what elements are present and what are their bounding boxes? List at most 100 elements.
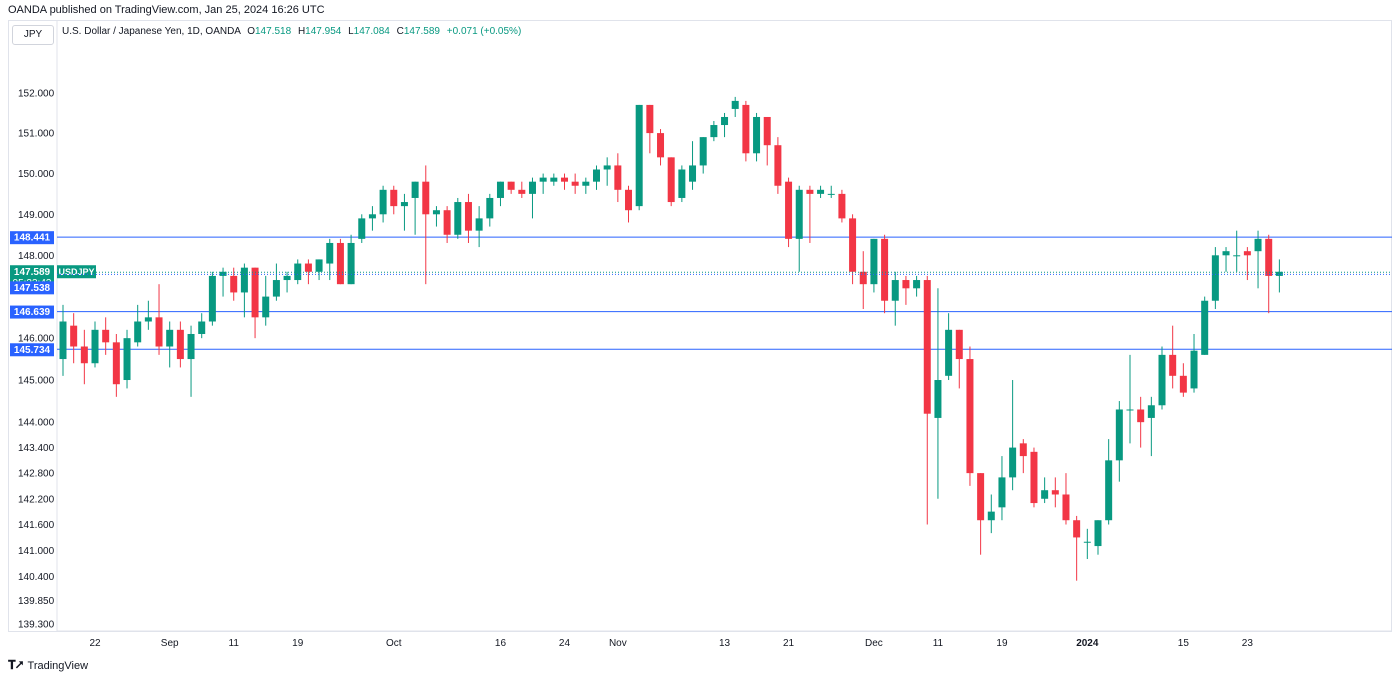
candle-body xyxy=(891,280,899,301)
symbol-title[interactable]: U.S. Dollar / Japanese Yen, 1D, OANDA xyxy=(62,26,241,37)
candle-body xyxy=(774,145,782,186)
candle-body xyxy=(1243,251,1251,256)
candle-body xyxy=(1030,451,1038,504)
candle-body xyxy=(187,333,195,360)
y-tick-label: 141.000 xyxy=(18,546,55,557)
candle-body xyxy=(1211,255,1219,301)
candle-body xyxy=(881,238,889,301)
open-price-label: 147.538 xyxy=(14,283,51,294)
candle-body xyxy=(582,181,590,186)
candle-body xyxy=(571,181,579,186)
candle-body xyxy=(315,259,323,272)
candle-body xyxy=(411,181,419,198)
candle-body xyxy=(550,177,558,182)
level-price-label: 146.639 xyxy=(14,307,51,318)
candle-body xyxy=(742,104,750,154)
x-tick-label: 13 xyxy=(719,638,731,649)
y-tick-label: 139.300 xyxy=(18,620,55,631)
candle-body xyxy=(262,296,270,318)
candle-body xyxy=(923,280,931,414)
y-tick-label: 142.800 xyxy=(18,469,55,480)
candle-body xyxy=(326,242,334,264)
x-tick-label: 23 xyxy=(1242,638,1254,649)
candle-body xyxy=(614,165,622,190)
candle-body xyxy=(198,321,206,334)
candle-body xyxy=(70,325,78,347)
candle-body xyxy=(859,271,867,285)
candle-body xyxy=(464,202,472,231)
candle-body xyxy=(699,137,707,166)
candle-body xyxy=(955,329,963,360)
y-tick-label: 139.850 xyxy=(18,596,55,607)
y-tick-label: 144.000 xyxy=(18,418,55,429)
y-tick-label: 146.000 xyxy=(18,334,55,345)
candle-body xyxy=(422,181,430,215)
low-label: L xyxy=(348,26,354,37)
level-price-label: 148.441 xyxy=(14,233,51,244)
candle-body xyxy=(785,181,793,239)
candle-body xyxy=(539,177,547,182)
candle-body xyxy=(336,242,344,285)
candle-body xyxy=(390,189,398,207)
tradingview-brand[interactable]: 𝐓⭧ TradingView xyxy=(8,658,88,673)
candle-body xyxy=(1275,271,1283,276)
candle-body xyxy=(251,267,259,318)
candle-body xyxy=(358,218,366,239)
candle-body xyxy=(689,165,697,182)
y-tick-label: 148.000 xyxy=(18,251,55,262)
candle-body xyxy=(272,280,280,297)
candle-body xyxy=(1147,405,1155,418)
candle-body xyxy=(1137,409,1145,423)
candle-body xyxy=(518,189,526,194)
candle-body xyxy=(987,511,995,521)
x-tick-label: Oct xyxy=(386,638,402,649)
level-price-tag xyxy=(10,305,54,319)
candle-body xyxy=(1051,490,1059,495)
candle-body xyxy=(475,218,483,231)
candle-body xyxy=(144,317,152,322)
candle-body xyxy=(1126,409,1134,411)
candle-body xyxy=(603,165,611,170)
candle-body xyxy=(1062,494,1070,521)
x-tick-label: Nov xyxy=(609,638,627,649)
candle-body xyxy=(1094,520,1102,547)
candle-body xyxy=(560,177,568,182)
y-tick-label: 143.400 xyxy=(18,443,55,454)
candle-body xyxy=(507,181,515,190)
candle-body xyxy=(1265,238,1273,276)
candle-body xyxy=(1073,520,1081,538)
brand-label: TradingView xyxy=(27,659,89,672)
candle-body xyxy=(806,189,814,194)
candle-body xyxy=(166,329,174,347)
y-tick-label: 150.000 xyxy=(18,169,55,180)
candle-body xyxy=(646,104,654,134)
x-tick-label: 19 xyxy=(996,638,1008,649)
candle-body xyxy=(827,193,835,195)
y-tick-label: 145.000 xyxy=(18,376,55,387)
candle-body xyxy=(817,189,825,194)
high-label: H xyxy=(297,26,306,37)
high-value: 147.954 xyxy=(305,26,342,37)
candle-body xyxy=(454,202,462,235)
candle-body xyxy=(657,133,665,158)
candle-body xyxy=(1201,300,1209,355)
open-value: 147.518 xyxy=(255,26,292,37)
candle-body xyxy=(678,169,686,198)
candle-body xyxy=(208,275,216,322)
x-tick-label: 11 xyxy=(933,638,944,649)
candle-body xyxy=(176,329,184,360)
candle-body xyxy=(1190,350,1198,389)
candle-body xyxy=(1233,255,1241,257)
publish-info: OANDA published on TradingView.com, Jan … xyxy=(8,4,325,16)
currency-pill[interactable]: JPY xyxy=(12,25,54,45)
candle-body xyxy=(219,271,227,276)
candle-body xyxy=(913,280,921,289)
symbol-label: USDJPY xyxy=(58,267,94,277)
candle-body xyxy=(486,197,494,219)
candle-body xyxy=(625,189,633,211)
candle-body xyxy=(667,157,675,203)
candle-body xyxy=(710,125,718,138)
open-label: O xyxy=(247,26,255,37)
candle-body xyxy=(1254,238,1262,252)
